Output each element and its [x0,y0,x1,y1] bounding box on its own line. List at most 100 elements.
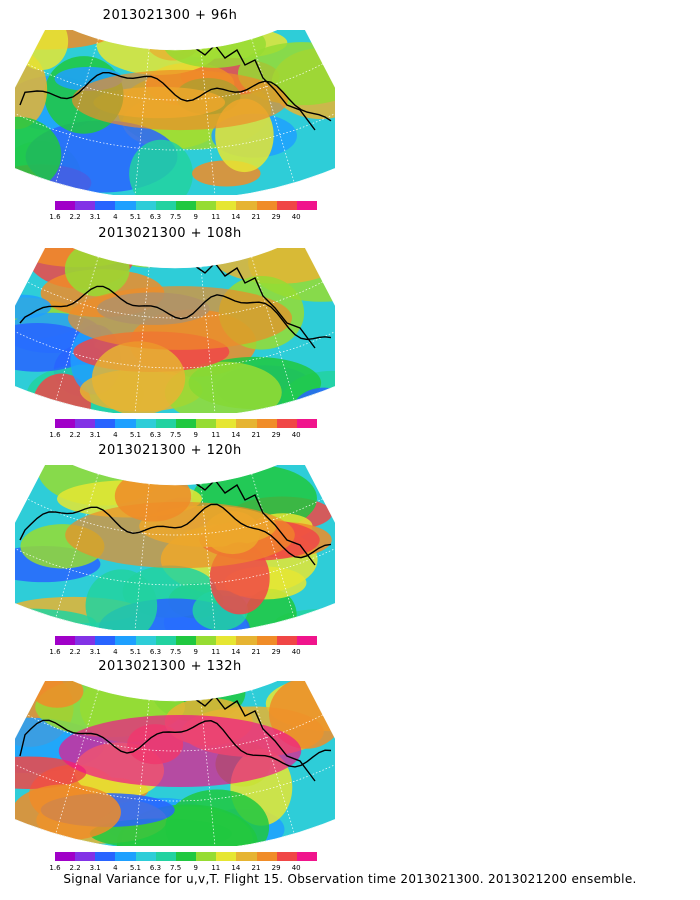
colorbar-tick-label: 4 [113,864,118,872]
colorbar-swatch [55,419,76,428]
colorbar-tick-label: 21 [251,431,261,439]
colorbar-swatch [55,636,76,645]
colorbar-tick-label: 5.1 [129,431,141,439]
colorbar-tick-label: 7.5 [170,648,182,656]
panel-title: 2013021300 + 120h [98,443,242,458]
colorbar-swatch [256,636,277,645]
colorbar [55,852,318,861]
colorbar-tick-label: 40 [291,213,301,221]
colorbar-swatch [75,419,96,428]
colorbar-tick-label: 1.6 [49,431,61,439]
colorbar-swatch [55,852,76,861]
panel-title: 2013021300 + 132h [98,659,242,674]
colorbar-swatch [236,201,257,210]
colorbar-tick-label: 1.6 [49,648,61,656]
colorbar-tick-label: 6.3 [149,648,162,656]
colorbar [55,636,318,645]
colorbar-swatch [155,201,176,210]
colorbar-tick-label: 40 [291,431,301,439]
colorbar-tick-label: 9 [193,864,198,872]
colorbar-swatch [216,852,237,861]
variance-map [15,681,335,846]
colorbar-tick-label: 1.6 [49,864,61,872]
colorbar-swatch [175,852,197,861]
colorbar-tick-label: 7.5 [170,431,182,439]
colorbar-swatch [256,852,277,861]
colorbar-swatch [115,201,136,210]
colorbar-labels: 1.6 2.2 3.1 4 5.1 6.3 7.5 9 11 14 21 29 40 [45,431,327,441]
colorbar-swatch [95,419,116,428]
colorbar-tick-label: 14 [231,213,241,221]
colorbar-tick-label: 5.1 [129,648,141,656]
colorbar-swatch [115,419,136,428]
colorbar-tick-label: 14 [231,864,241,872]
colorbar-tick-label: 21 [251,864,261,872]
colorbar-labels: 1.6 2.2 3.1 4 5.1 6.3 7.5 9 11 14 21 29 40 [45,864,327,874]
colorbar-tick-label: 7.5 [170,213,182,221]
colorbar-swatch [75,201,96,210]
colorbar-swatch [256,419,277,428]
colorbar-tick-label: 5.1 [129,213,141,221]
colorbar-tick-label: 1.6 [49,213,61,221]
colorbar-swatch [115,852,136,861]
colorbar-labels: 1.6 2.2 3.1 4 5.1 6.3 7.5 9 11 14 21 29 40 [45,648,327,658]
colorbar-tick-label: 6.3 [149,213,162,221]
colorbar-swatch [296,419,318,428]
colorbar-tick-label: 2.2 [69,864,81,872]
colorbar-tick-label: 29 [271,864,281,872]
colorbar-tick-label: 11 [211,648,221,656]
colorbar [55,201,318,210]
colorbar-tick-label: 3.1 [89,648,101,656]
colorbar-tick-label: 29 [271,213,281,221]
colorbar-swatch [175,636,197,645]
colorbar-labels: 1.6 2.2 3.1 4 5.1 6.3 7.5 9 11 14 21 29 40 [45,213,327,223]
colorbar-tick-label: 29 [271,431,281,439]
colorbar-swatch [95,636,116,645]
colorbar-tick-label: 3.1 [89,213,101,221]
colorbar-tick-label: 11 [211,431,221,439]
colorbar-tick-label: 9 [193,213,198,221]
colorbar-swatch [236,852,257,861]
colorbar-swatch [276,201,297,210]
colorbar-tick-label: 7.5 [170,864,182,872]
colorbar-tick-label: 14 [231,648,241,656]
colorbar-tick-label: 2.2 [69,648,81,656]
colorbar-tick-label: 21 [251,213,261,221]
variance-map [15,30,335,195]
colorbar-tick-label: 3.1 [89,431,101,439]
colorbar-swatch [175,201,197,210]
colorbar-tick-label: 3.1 [89,864,101,872]
colorbar-tick-label: 21 [251,648,261,656]
colorbar-swatch [296,636,318,645]
variance-map [15,248,335,413]
colorbar-swatch [155,636,176,645]
colorbar-tick-label: 4 [113,213,118,221]
colorbar-swatch [155,419,176,428]
variance-map [15,465,335,630]
colorbar-swatch [95,852,116,861]
colorbar-swatch [95,201,116,210]
colorbar-tick-label: 6.3 [149,431,162,439]
colorbar-swatch [115,636,136,645]
colorbar-swatch [135,201,156,210]
colorbar-swatch [75,636,96,645]
colorbar-swatch [236,419,257,428]
colorbar-tick-label: 2.2 [69,213,81,221]
panel-title: 2013021300 + 108h [98,226,242,241]
colorbar-swatch [276,419,297,428]
colorbar-swatch [135,636,156,645]
colorbar-swatch [216,636,237,645]
colorbar [55,419,318,428]
colorbar-tick-label: 40 [291,864,301,872]
colorbar-tick-label: 14 [231,431,241,439]
colorbar-swatch [296,852,318,861]
colorbar-tick-label: 6.3 [149,864,162,872]
colorbar-swatch [155,852,176,861]
colorbar-swatch [175,419,197,428]
colorbar-swatch [196,419,217,428]
colorbar-swatch [196,852,217,861]
colorbar-tick-label: 4 [113,648,118,656]
colorbar-tick-label: 11 [211,213,221,221]
figure-caption: Signal Variance for u,v,T. Flight 15. Ob… [63,872,637,886]
colorbar-tick-label: 4 [113,431,118,439]
